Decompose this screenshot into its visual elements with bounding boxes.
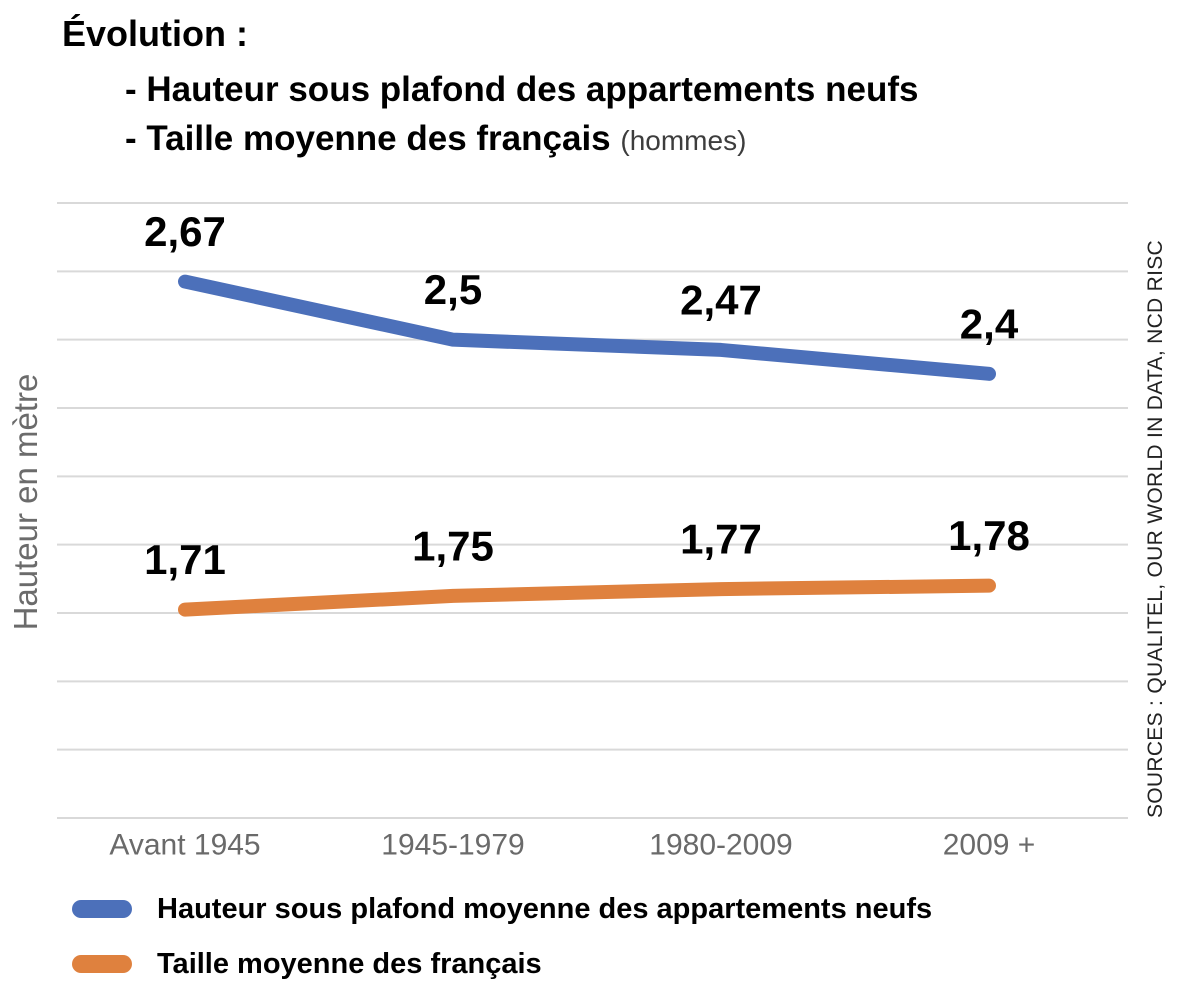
data-label: 1,71 xyxy=(144,536,226,583)
data-label: 1,75 xyxy=(412,522,494,569)
data-label: 2,47 xyxy=(680,276,762,323)
legend-label-height: Taille moyenne des français xyxy=(157,947,542,980)
chart-title-block: Évolution : - Hauteur sous plafond des a… xyxy=(62,14,918,159)
data-label: 1,78 xyxy=(948,512,1030,559)
y-axis-label: Hauteur en mètre xyxy=(7,373,44,631)
legend-swatch-height xyxy=(72,955,132,973)
legend-item-height: Taille moyenne des français xyxy=(72,948,932,980)
data-label: 2,4 xyxy=(960,300,1019,347)
legend-swatch-ceiling xyxy=(72,900,132,918)
title-item-average-height: - Taille moyenne des français (hommes) xyxy=(62,119,918,159)
title-item-ceiling-height: - Hauteur sous plafond des appartements … xyxy=(125,69,919,109)
x-axis-tick-label: 1945-1979 xyxy=(381,829,524,862)
sources-label: SOURCES : QUALITEL, OUR WORLD IN DATA, N… xyxy=(1144,239,1167,819)
x-axis-tick-label: 2009 + xyxy=(943,829,1036,862)
title-main: Évolution : xyxy=(62,13,248,54)
series-line-0 xyxy=(178,274,996,381)
data-label: 2,5 xyxy=(424,266,482,313)
title-note-hommes: (hommes) xyxy=(620,125,747,157)
chart-legend: Hauteur sous plafond moyenne des apparte… xyxy=(72,893,932,980)
data-label: 1,77 xyxy=(680,516,762,563)
series-line-1 xyxy=(178,578,996,617)
x-axis-tick-label: 1980-2009 xyxy=(649,829,792,862)
x-axis-tick-label: Avant 1945 xyxy=(109,829,260,862)
data-label: 2,67 xyxy=(144,208,226,255)
legend-label-ceiling: Hauteur sous plafond moyenne des apparte… xyxy=(157,892,933,925)
legend-item-ceiling: Hauteur sous plafond moyenne des apparte… xyxy=(72,893,932,925)
title-item-average-height-text: - Taille moyenne des français xyxy=(125,119,611,159)
